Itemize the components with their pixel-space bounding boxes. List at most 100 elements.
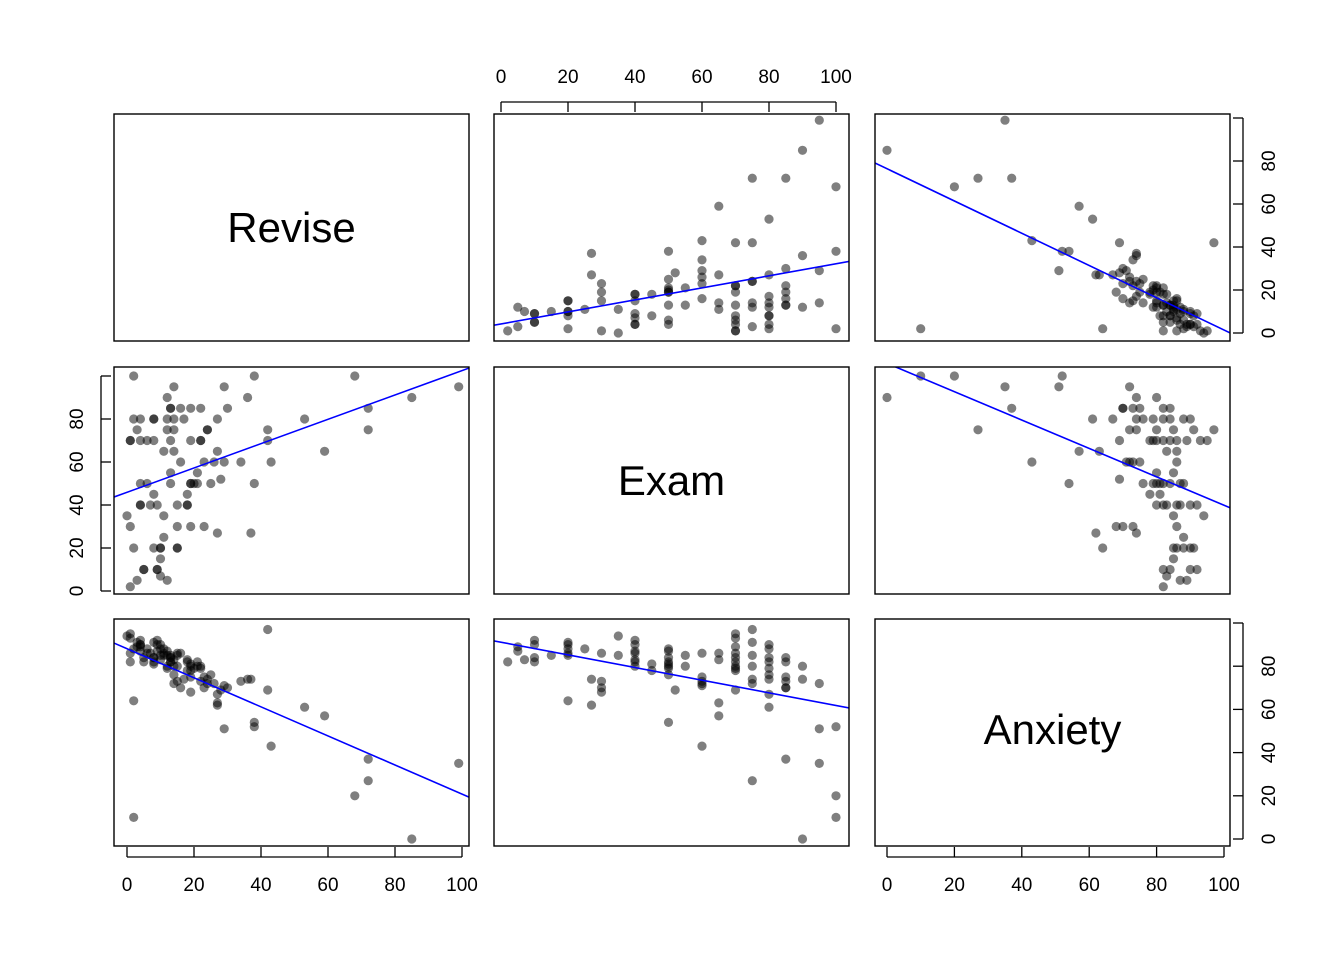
data-point-anxiety-vs-revise — [266, 741, 276, 751]
data-point-revise-vs-anxiety — [1138, 274, 1148, 284]
tick-label-anxiety-0: 0 — [882, 875, 893, 896]
data-point-revise-vs-exam — [797, 302, 808, 312]
data-point-anxiety-vs-revise — [249, 717, 259, 728]
data-point-exam-vs-revise — [132, 575, 142, 585]
data-point-exam-vs-revise — [162, 425, 172, 435]
data-point-exam-vs-revise — [135, 435, 145, 446]
data-point-exam-vs-revise — [266, 457, 276, 467]
data-point-exam-vs-revise — [216, 474, 226, 484]
data-point-exam-vs-anxiety — [1172, 435, 1182, 446]
data-point-anxiety-vs-revise — [172, 650, 182, 661]
data-point-revise-vs-exam — [747, 238, 757, 248]
data-point-exam-vs-anxiety — [1027, 457, 1037, 467]
data-point-revise-vs-exam — [730, 287, 741, 297]
data-point-exam-vs-revise — [159, 511, 169, 521]
data-point-revise-vs-exam — [747, 322, 757, 332]
tick-label-exam-60: 60 — [691, 67, 712, 88]
data-point-revise-vs-anxiety — [1064, 246, 1074, 256]
data-point-revise-vs-exam — [730, 311, 741, 321]
tick-label-exam-20: 20 — [557, 67, 578, 88]
tick-label-exam-20: 20 — [67, 537, 88, 558]
data-point-anxiety-vs-exam — [747, 624, 757, 635]
data-point-exam-vs-anxiety — [1158, 582, 1168, 592]
data-point-anxiety-vs-exam — [563, 696, 573, 706]
data-point-exam-vs-anxiety — [882, 392, 892, 403]
data-point-exam-vs-revise — [166, 478, 176, 489]
data-point-revise-vs-exam — [747, 298, 757, 308]
data-point-exam-vs-revise — [159, 446, 169, 456]
data-point-exam-vs-revise — [263, 425, 273, 435]
data-point-revise-vs-anxiety — [1199, 328, 1209, 338]
data-point-exam-vs-revise — [246, 528, 256, 538]
tick-label-revise-20: 20 — [1259, 279, 1280, 300]
data-point-exam-vs-anxiety — [1118, 521, 1128, 532]
data-point-exam-vs-anxiety — [1185, 500, 1195, 510]
data-point-anxiety-vs-exam — [781, 754, 791, 764]
data-point-exam-vs-revise — [186, 435, 196, 446]
data-point-exam-vs-revise — [454, 382, 464, 392]
data-point-exam-vs-revise — [196, 435, 206, 446]
data-point-revise-vs-exam — [697, 279, 707, 289]
data-point-revise-vs-exam — [730, 281, 741, 291]
data-point-anxiety-vs-revise — [263, 685, 273, 695]
data-point-anxiety-vs-exam — [670, 685, 680, 695]
data-point-anxiety-vs-revise — [212, 700, 222, 710]
data-point-anxiety-vs-revise — [139, 657, 149, 667]
tick-label-anxiety-0: 0 — [1259, 834, 1280, 845]
panel-frame-0-1 — [493, 113, 850, 342]
data-point-anxiety-vs-exam — [764, 674, 774, 684]
data-point-revise-vs-exam — [503, 326, 513, 336]
data-point-exam-vs-anxiety — [1179, 543, 1189, 553]
data-point-exam-vs-revise — [129, 371, 139, 381]
data-point-exam-vs-revise — [243, 392, 253, 403]
data-point-anxiety-vs-exam — [714, 648, 724, 658]
data-point-anxiety-vs-exam — [764, 689, 774, 699]
data-point-exam-vs-anxiety — [1111, 521, 1121, 532]
data-point-anxiety-vs-exam — [764, 640, 774, 650]
data-point-revise-vs-anxiety — [1182, 322, 1192, 332]
data-point-anxiety-vs-revise — [350, 791, 360, 801]
data-point-exam-vs-revise — [212, 528, 222, 538]
data-point-revise-vs-exam — [697, 255, 707, 265]
data-point-exam-vs-anxiety — [1064, 478, 1074, 489]
data-point-exam-vs-anxiety — [1168, 425, 1179, 435]
data-point-exam-vs-anxiety — [1168, 543, 1179, 553]
data-point-anxiety-vs-revise — [236, 676, 246, 686]
data-point-revise-vs-exam — [797, 251, 808, 261]
data-point-anxiety-vs-revise — [407, 834, 417, 844]
data-point-exam-vs-revise — [139, 564, 149, 575]
data-point-exam-vs-revise — [249, 478, 259, 489]
data-point-exam-vs-anxiety — [1182, 575, 1192, 585]
data-point-exam-vs-anxiety — [1168, 511, 1179, 521]
data-point-anxiety-vs-revise — [186, 687, 196, 697]
data-point-exam-vs-anxiety — [1165, 435, 1175, 446]
data-point-anxiety-vs-revise — [454, 758, 464, 769]
data-point-anxiety-vs-revise — [125, 657, 135, 667]
data-point-anxiety-vs-exam — [697, 648, 707, 658]
data-point-exam-vs-revise — [199, 521, 209, 532]
data-point-revise-vs-exam — [563, 324, 573, 334]
data-point-exam-vs-anxiety — [1165, 403, 1175, 413]
data-point-exam-vs-revise — [152, 500, 162, 510]
data-point-anxiety-vs-exam — [630, 657, 640, 667]
data-point-anxiety-vs-exam — [630, 640, 640, 650]
panel-frame-0-0 — [113, 113, 470, 342]
data-point-revise-vs-exam — [831, 182, 841, 192]
data-point-exam-vs-anxiety — [1172, 521, 1182, 532]
data-point-anxiety-vs-revise — [206, 670, 216, 680]
data-point-exam-vs-revise — [212, 414, 222, 424]
data-point-revise-vs-exam — [814, 298, 824, 308]
data-point-exam-vs-revise — [169, 382, 179, 392]
data-point-revise-vs-anxiety — [1114, 268, 1125, 278]
data-point-revise-vs-anxiety — [1074, 201, 1084, 211]
data-point-exam-vs-anxiety — [1131, 425, 1141, 435]
data-point-anxiety-vs-exam — [781, 683, 791, 693]
tick-label-revise-80: 80 — [384, 875, 405, 896]
data-point-exam-vs-revise — [149, 435, 159, 446]
data-point-exam-vs-anxiety — [1125, 425, 1135, 435]
regression-line-exam-vs-anxiety — [893, 367, 1230, 509]
data-point-exam-vs-revise — [122, 511, 132, 521]
data-point-exam-vs-revise — [196, 403, 206, 413]
regression-line-revise-vs-anxiety — [875, 162, 1230, 334]
